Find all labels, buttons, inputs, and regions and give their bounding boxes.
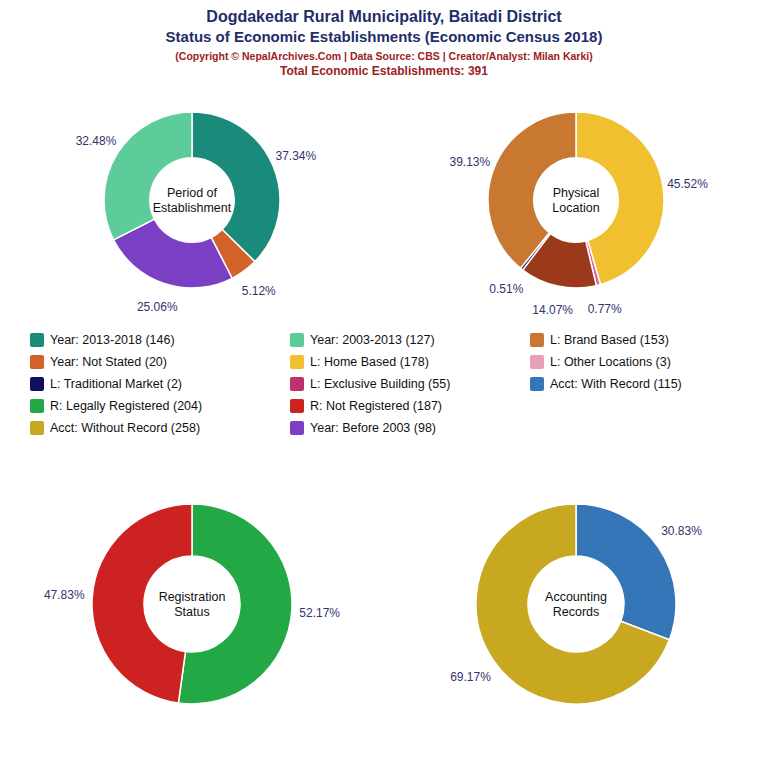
data-label: 5.12% (242, 284, 276, 298)
data-label: 45.52% (667, 177, 708, 191)
legend-label: L: Other Locations (3) (550, 355, 671, 369)
subtitle: Status of Economic Establishments (Econo… (166, 28, 603, 45)
legend-label: Acct: With Record (115) (550, 377, 682, 391)
donut: 30.83% 69.17% AccountingRecords (450, 504, 702, 704)
center-label-line: Registration (159, 590, 226, 604)
legend-swatch (530, 377, 544, 391)
data-label: 47.83% (44, 588, 85, 602)
center-label-line: Accounting (545, 590, 607, 604)
data-label: 0.51% (489, 282, 523, 296)
legend-swatch (30, 333, 44, 347)
data-label: 32.48% (76, 134, 117, 148)
legend-label: Year: Before 2003 (98) (310, 421, 436, 435)
center-label-line: Physical (553, 186, 600, 200)
legend-label: R: Legally Registered (204) (50, 399, 202, 413)
legend-swatch (290, 355, 304, 369)
center-label: PhysicalLocation (552, 186, 599, 215)
legend-swatch (30, 421, 44, 435)
legend-swatch (290, 333, 304, 347)
center-label-line: Establishment (153, 201, 232, 215)
legend-label: L: Brand Based (153) (550, 333, 669, 347)
center-label: Period ofEstablishment (153, 186, 232, 215)
legend-label: L: Traditional Market (2) (50, 377, 182, 391)
title: Dogdakedar Rural Municipality, Baitadi D… (206, 8, 562, 25)
legend-label: R: Not Registered (187) (310, 399, 442, 413)
legend-label: Year: 2003-2013 (127) (310, 333, 435, 347)
data-label: 0.77% (588, 302, 622, 316)
data-label: 14.07% (532, 303, 573, 317)
annotation: (Copyright © NepalArchives.Com | Data So… (175, 50, 592, 62)
donut: 52.17% 47.83% RegistrationStatus (44, 504, 340, 704)
chart: Dogdakedar Rural Municipality, Baitadi D… (0, 0, 768, 768)
center-label-line: Location (552, 201, 599, 215)
data-label: 37.34% (275, 149, 316, 163)
legend-label: Year: Not Stated (20) (50, 355, 167, 369)
center-label-line: Status (174, 605, 209, 619)
data-label: 69.17% (450, 670, 491, 684)
legend-swatch (530, 333, 544, 347)
legend-label: L: Home Based (178) (310, 355, 429, 369)
data-label: 25.06% (137, 300, 178, 314)
legend-label: Year: 2013-2018 (146) (50, 333, 175, 347)
data-label: 39.13% (450, 155, 491, 169)
legend-swatch (290, 421, 304, 435)
legend-swatch (290, 399, 304, 413)
legend-label: L: Exclusive Building (55) (310, 377, 450, 391)
legend-swatch (30, 399, 44, 413)
donut: 45.52% 0.77% 14.07% 0.51% 39.13% PhysicalLoca… (450, 112, 709, 317)
donut: 37.34% 5.12% 25.06% 32.48% Period ofEstablis… (76, 112, 317, 314)
data-label: 30.83% (661, 524, 702, 538)
legend-swatch (30, 355, 44, 369)
donut-slice (476, 504, 669, 704)
legend: Year: 2013-2018 (146) Year: Not Stated (2… (30, 333, 682, 435)
center-label-line: Records (553, 605, 600, 619)
center-label: RegistrationStatus (159, 590, 226, 619)
legend-label: Acct: Without Record (258) (50, 421, 200, 435)
center-label: AccountingRecords (545, 590, 607, 619)
legend-swatch (530, 355, 544, 369)
legend-swatch (30, 377, 44, 391)
data-label: 52.17% (299, 606, 340, 620)
annotation: Total Economic Establishments: 391 (280, 64, 488, 78)
donut-slice (104, 112, 192, 240)
legend-swatch (290, 377, 304, 391)
center-label-line: Period of (167, 186, 218, 200)
